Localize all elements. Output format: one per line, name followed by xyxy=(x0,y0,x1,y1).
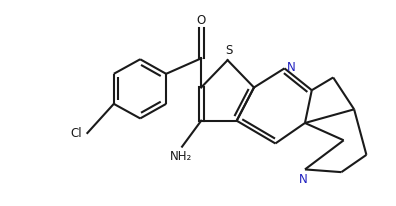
Text: Cl: Cl xyxy=(70,127,82,140)
Text: N: N xyxy=(299,172,308,185)
Text: O: O xyxy=(196,14,206,27)
Text: N: N xyxy=(287,61,296,74)
Text: NH₂: NH₂ xyxy=(170,150,192,163)
Text: S: S xyxy=(225,44,232,57)
